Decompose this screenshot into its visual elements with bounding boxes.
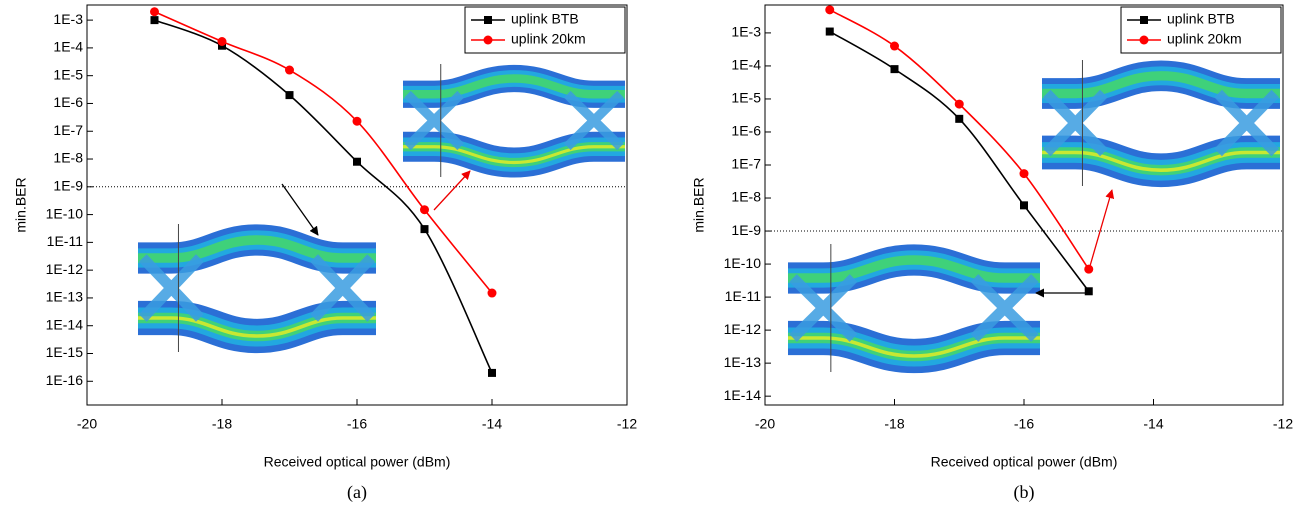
y-tick-label: 1E-3 bbox=[53, 11, 83, 27]
x-tick-label: -18 bbox=[212, 416, 232, 432]
y-tick-label: 1E-12 bbox=[724, 321, 762, 337]
legend-label: uplink 20km bbox=[511, 31, 586, 47]
y-tick-label: 1E-8 bbox=[731, 189, 761, 205]
data-point bbox=[1020, 169, 1029, 178]
y-tick-label: 1E-4 bbox=[731, 57, 761, 73]
y-tick-label: 1E-11 bbox=[725, 288, 762, 304]
data-point bbox=[1085, 287, 1093, 295]
data-point bbox=[151, 16, 159, 24]
data-point bbox=[286, 91, 294, 99]
data-point bbox=[955, 115, 963, 123]
y-tick-label: 1E-10 bbox=[46, 205, 84, 221]
y-tick-label: 1E-5 bbox=[53, 66, 83, 82]
data-point bbox=[1020, 201, 1028, 209]
y-axis-label: min.BER bbox=[13, 177, 29, 232]
caption: (a) bbox=[347, 482, 367, 503]
plot-frame bbox=[87, 5, 627, 405]
x-tick-label: -20 bbox=[77, 416, 97, 432]
y-tick-label: 1E-15 bbox=[46, 344, 84, 360]
y-tick-label: 1E-10 bbox=[724, 255, 762, 271]
eye-diagram-inset bbox=[788, 244, 1040, 372]
x-axis-label: Received optical power (dBm) bbox=[931, 454, 1118, 470]
x-tick-label: -12 bbox=[1273, 416, 1293, 432]
legend-marker bbox=[484, 16, 492, 24]
x-tick-label: -16 bbox=[1014, 416, 1034, 432]
data-point bbox=[285, 66, 294, 75]
y-tick-label: 1E-14 bbox=[724, 387, 762, 403]
legend-marker bbox=[1140, 36, 1149, 45]
eye-diagram-inset bbox=[1042, 60, 1280, 186]
data-point bbox=[891, 65, 899, 73]
x-tick-label: -12 bbox=[617, 416, 637, 432]
x-tick-label: -14 bbox=[482, 416, 502, 432]
data-point bbox=[150, 7, 159, 16]
y-tick-label: 1E-14 bbox=[46, 316, 84, 332]
eye-diagram-inset bbox=[138, 224, 376, 352]
legend-marker bbox=[484, 36, 493, 45]
x-tick-label: -14 bbox=[1143, 416, 1163, 432]
y-tick-label: 1E-4 bbox=[53, 39, 83, 55]
data-point bbox=[955, 100, 964, 109]
data-point bbox=[890, 42, 899, 51]
y-tick-label: 1E-6 bbox=[53, 94, 83, 110]
data-point bbox=[420, 205, 429, 214]
legend-marker bbox=[1140, 16, 1148, 24]
eye-diagram-inset bbox=[403, 64, 625, 177]
y-tick-label: 1E-11 bbox=[47, 233, 84, 249]
y-tick-label: 1E-8 bbox=[53, 150, 83, 166]
x-tick-label: -20 bbox=[755, 416, 775, 432]
y-tick-label: 1E-7 bbox=[731, 156, 761, 172]
y-tick-label: 1E-9 bbox=[53, 178, 83, 194]
legend-label: uplink BTB bbox=[1167, 11, 1235, 27]
y-tick-label: 1E-16 bbox=[46, 372, 84, 388]
y-axis-label: min.BER bbox=[691, 177, 707, 232]
y-tick-label: 1E-13 bbox=[46, 289, 84, 305]
data-point bbox=[488, 289, 497, 298]
data-point bbox=[353, 117, 362, 126]
data-point bbox=[826, 28, 834, 36]
legend-label: uplink BTB bbox=[511, 11, 579, 27]
x-axis-label: Received optical power (dBm) bbox=[264, 454, 451, 470]
figure: -20 -18 -16 -14 -12 1E-16 1E-15 1E-14 1E-13 1E-12… bbox=[0, 0, 1314, 510]
y-tick-label: 1E-3 bbox=[731, 24, 761, 40]
y-tick-label: 1E-5 bbox=[731, 90, 761, 106]
data-point bbox=[421, 225, 429, 233]
arrow bbox=[434, 171, 470, 210]
y-tick-label: 1E-13 bbox=[724, 354, 762, 370]
caption: (b) bbox=[1014, 482, 1035, 503]
data-point bbox=[825, 5, 834, 14]
x-tick-label: -18 bbox=[884, 416, 904, 432]
y-tick-label: 1E-7 bbox=[53, 122, 83, 138]
data-point bbox=[353, 158, 361, 166]
arrow bbox=[282, 184, 318, 235]
data-point bbox=[488, 369, 496, 377]
arrow bbox=[1090, 190, 1112, 266]
legend-label: uplink 20km bbox=[1167, 31, 1242, 47]
data-point bbox=[218, 37, 227, 46]
data-point bbox=[1084, 265, 1093, 274]
x-tick-label: -16 bbox=[347, 416, 367, 432]
y-tick-label: 1E-6 bbox=[731, 123, 761, 139]
y-tick-label: 1E-12 bbox=[46, 261, 84, 277]
y-tick-label: 1E-9 bbox=[731, 222, 761, 238]
